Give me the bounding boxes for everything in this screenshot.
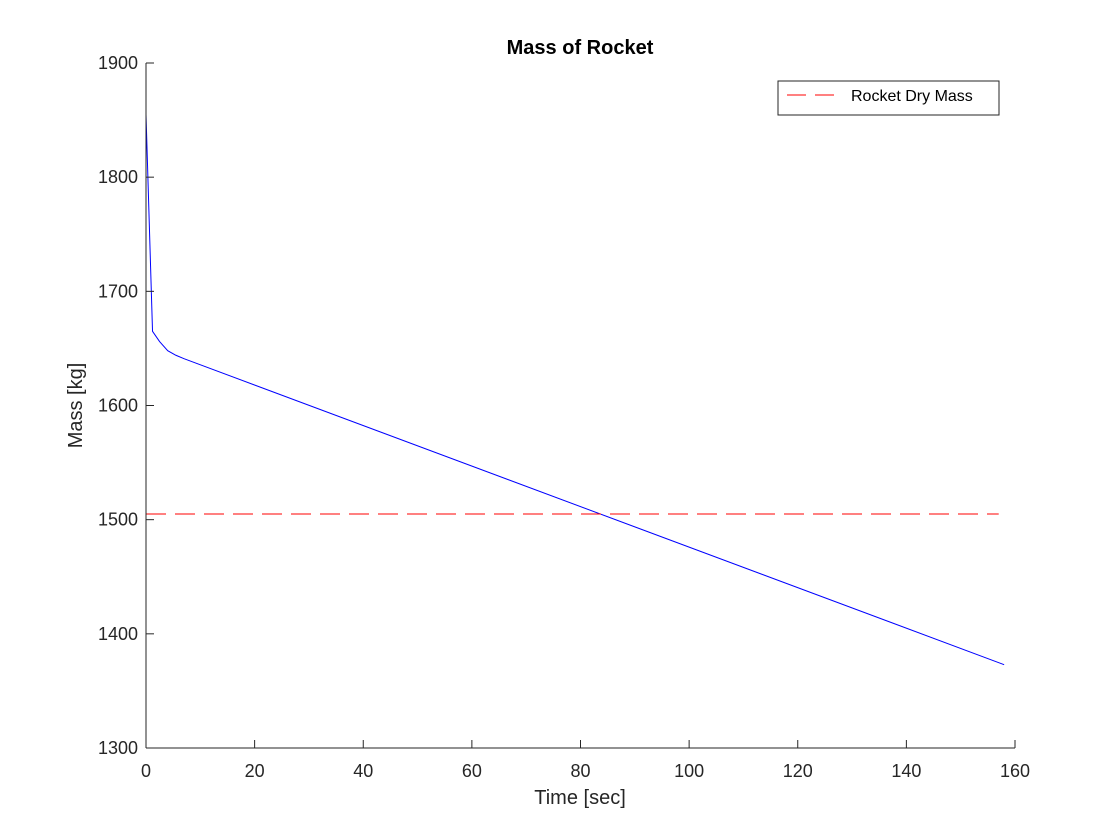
series-layer: [145, 114, 1005, 666]
x-tick-label: 80: [570, 761, 590, 781]
x-tick-label: 160: [1000, 761, 1030, 781]
y-tick-label: 1800: [98, 167, 138, 187]
x-tick-label: 40: [353, 761, 373, 781]
y-axis-label: Mass [kg]: [65, 363, 87, 449]
x-tick-label: 0: [141, 761, 151, 781]
x-tick-label: 140: [891, 761, 921, 781]
plot-area: [146, 63, 1015, 748]
series-line-0: [145, 114, 1005, 666]
y-tick-label: 1400: [98, 624, 138, 644]
y-tick-label: 1500: [98, 510, 138, 530]
x-tick-label: 20: [245, 761, 265, 781]
legend-box: [777, 80, 1000, 116]
x-tick-label: 120: [783, 761, 813, 781]
y-tick-label: 1900: [98, 53, 138, 73]
x-axis-label: Time [sec]: [534, 787, 626, 809]
y-tick-label: 1300: [98, 738, 138, 758]
x-tick-label: 100: [674, 761, 704, 781]
x-tick-label: 60: [462, 761, 482, 781]
legend: Rocket Dry Mass: [777, 80, 1000, 116]
chart-title: Mass of Rocket: [507, 37, 654, 59]
legend-label: Rocket Dry Mass: [851, 88, 973, 105]
ticks-layer: 0 20 40 60 80 100 120 140 160 1300 1400 1500 1600 170…: [98, 53, 1030, 781]
y-tick-label: 1600: [98, 396, 138, 416]
y-tick-label: 1700: [98, 281, 138, 301]
